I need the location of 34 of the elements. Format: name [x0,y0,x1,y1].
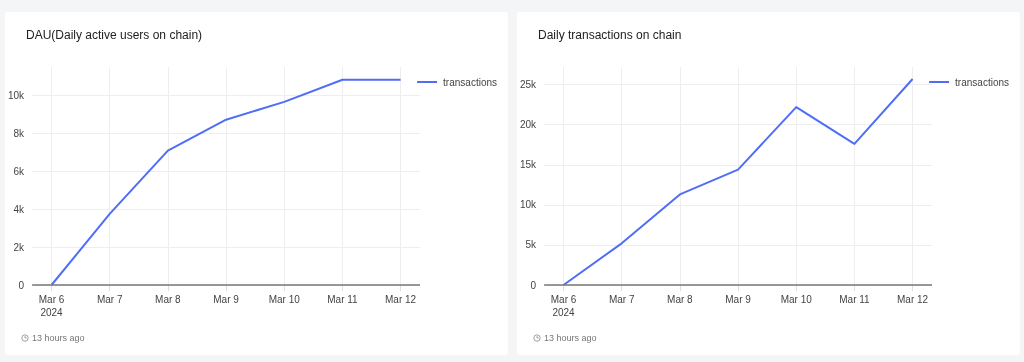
chart-title: DAU(Daily active users on chain) [26,28,203,42]
y-tick-label: 0 [530,279,537,291]
text: 13 hours ago [544,333,597,343]
y-tick-label: 20k [520,119,538,131]
y-tick-label: 0 [18,279,25,291]
chart-title: Daily transactions on chain [538,28,682,42]
y-tick-label: 5k [525,239,538,251]
x-tick-label: Mar 7 [96,294,123,305]
x-tick-label: Mar 11 [327,294,359,305]
x-tick-label: Mar 9 [213,294,240,305]
x-tick-label: Mar 7 [608,294,635,305]
line-series [562,78,914,286]
y-tick-label: 6k [13,165,26,177]
legend-label: transactions [955,76,1010,88]
x-tick-label: Mar 12 [385,294,417,305]
x-tick-label: Mar 10 [268,294,301,305]
x-tick-label: Mar 6 2024 [550,294,577,318]
line-series [50,78,402,286]
y-tick-label: 2k [13,241,26,253]
x-tick-label: Mar 10 [780,294,813,305]
y-tick-label: 15k [520,159,538,171]
x-tick-label: Mar 8 [667,294,694,305]
x-tick-label: Mar 11 [839,294,871,305]
y-tick-label: 4k [13,203,26,215]
x-tick-label: Mar 12 [897,294,929,305]
x-tick-label: Mar 8 [155,294,182,305]
legend-label: transactions [443,76,498,88]
y-tick-label: 8k [13,127,26,139]
y-tick-label: 10k [520,199,538,211]
x-tick-label: Mar 9 [725,294,752,305]
x-tick-label: Mar 6 2024 [38,294,65,318]
y-tick-label: 25k [520,79,538,91]
text: 13 hours ago [32,333,85,343]
y-tick-label: 10k [8,89,26,101]
